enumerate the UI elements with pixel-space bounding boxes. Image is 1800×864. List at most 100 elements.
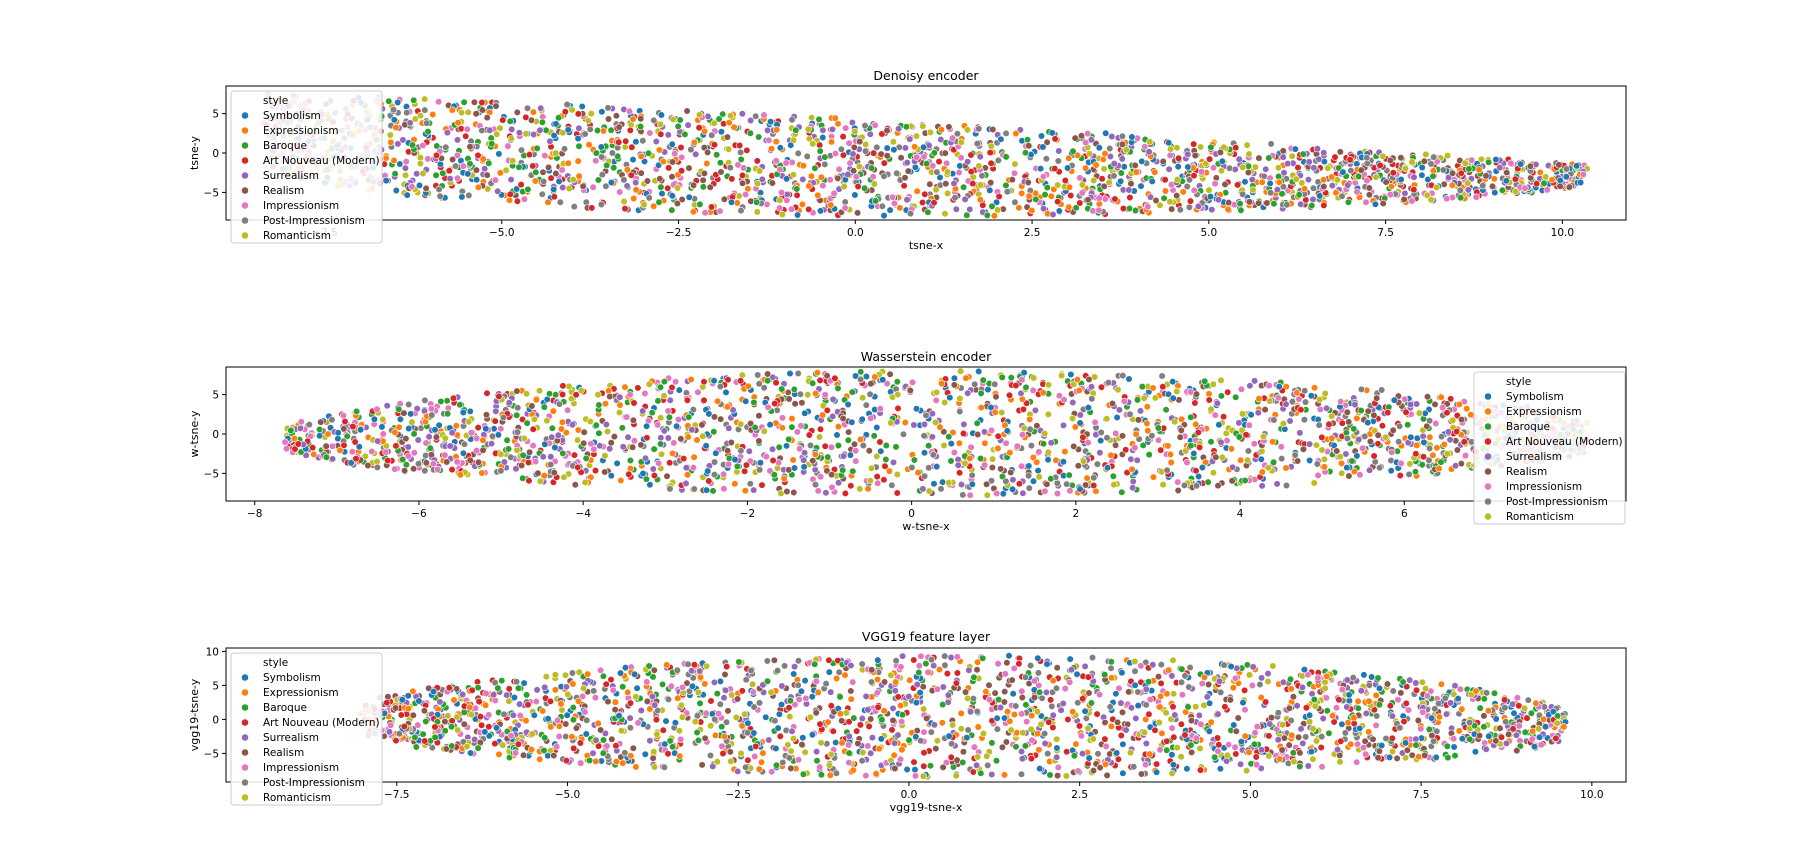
scatter-point — [906, 386, 914, 395]
scatter-point — [657, 111, 666, 119]
scatter-point — [1235, 419, 1243, 427]
scatter-point — [668, 383, 676, 392]
scatter-point — [1073, 375, 1081, 384]
scatter-point — [504, 142, 512, 150]
scatter-point — [1242, 431, 1250, 439]
scatter-point — [882, 455, 890, 464]
scatter-point — [1131, 206, 1140, 215]
scatter-point — [1102, 129, 1110, 137]
scatter-point — [766, 421, 774, 429]
scatter-point — [522, 113, 530, 121]
scatter-point — [1106, 144, 1114, 153]
scatter-point — [924, 208, 932, 216]
scatter-point — [601, 468, 609, 476]
legend-title: style — [1506, 376, 1531, 388]
scatter-point — [1406, 460, 1414, 468]
scatter-point — [1419, 432, 1427, 440]
scatter-point — [616, 401, 624, 409]
scatter-point — [694, 388, 702, 396]
scatter-point — [1115, 406, 1123, 414]
scatter-point — [571, 481, 579, 489]
legend-entry: Romanticism — [263, 230, 331, 242]
scatter-point — [665, 164, 673, 172]
panel-title: Wasserstein encoder — [861, 349, 992, 364]
scatter-point — [1077, 132, 1086, 140]
x-tick-label: 0.0 — [847, 227, 864, 239]
scatter-point — [351, 438, 359, 446]
scatter-point — [1452, 427, 1461, 436]
scatter-point — [1261, 406, 1269, 414]
scatter-point — [856, 435, 865, 444]
scatter-point — [531, 177, 540, 185]
scatter-point — [994, 432, 1002, 440]
scatter-point — [925, 487, 933, 495]
scatter-point — [322, 453, 331, 461]
scatter-point — [1028, 206, 1036, 215]
scatter-point — [1164, 390, 1173, 398]
scatter-point — [901, 174, 909, 182]
scatter-point — [983, 211, 991, 219]
scatter-point — [1012, 381, 1020, 390]
scatter-point — [1390, 396, 1398, 404]
scatter-point — [281, 438, 289, 446]
scatter-point — [408, 183, 416, 191]
scatter-point — [778, 424, 787, 432]
scatter-point — [434, 465, 442, 474]
scatter-point — [573, 436, 582, 444]
scatter-point — [876, 405, 884, 413]
scatter-point — [558, 166, 566, 174]
x-tick-label: 6 — [1401, 508, 1408, 520]
scatter-point — [1373, 394, 1381, 402]
scatter-point — [1185, 203, 1193, 211]
scatter-point — [1401, 165, 1409, 173]
scatter-point — [1576, 178, 1585, 187]
scatter-point — [548, 424, 557, 432]
scatter-point — [291, 445, 299, 453]
scatter-point — [1049, 210, 1057, 219]
scatter-point — [1020, 369, 1028, 377]
scatter-point — [811, 450, 819, 459]
scatter-point — [1084, 439, 1092, 447]
scatter-point — [1347, 167, 1355, 175]
scatter-point — [727, 198, 736, 206]
scatter-point — [1192, 482, 1201, 490]
scatter-point — [849, 150, 857, 158]
scatter-point — [760, 427, 768, 435]
scatter-point — [1318, 446, 1326, 454]
scatter-point — [539, 168, 547, 176]
scatter-point — [1158, 372, 1166, 380]
scatter-point — [994, 156, 1003, 164]
scatter-point — [544, 163, 553, 171]
scatter-point — [1129, 477, 1137, 486]
scatter-point — [1464, 179, 1472, 187]
scatter-point — [633, 684, 641, 692]
scatter-point — [1353, 452, 1361, 460]
scatter-point — [719, 470, 728, 478]
scatter-point — [857, 368, 865, 376]
scatter-point — [861, 121, 869, 130]
scatter-point — [910, 656, 918, 664]
scatter-point — [1055, 392, 1063, 400]
scatter-point — [773, 126, 781, 134]
scatter-point — [829, 412, 837, 421]
scatter-point — [497, 425, 505, 433]
scatter-point — [413, 170, 421, 178]
scatter-point — [881, 462, 889, 470]
scatter-point — [1151, 168, 1159, 176]
scatter-point — [1054, 181, 1062, 189]
scatter-point — [562, 429, 570, 437]
scatter-point — [738, 179, 747, 187]
scatter-point — [1293, 457, 1302, 465]
scatter-point — [1482, 172, 1490, 180]
scatter-point — [1297, 406, 1305, 414]
scatter-point — [603, 427, 612, 436]
scatter-point — [436, 192, 444, 200]
scatter-point — [473, 447, 481, 455]
scatter-point — [763, 657, 771, 665]
scatter-point — [1397, 459, 1405, 468]
scatter-point — [597, 200, 606, 209]
scatter-point — [529, 442, 537, 450]
scatter-point — [1095, 144, 1103, 152]
scatter-point — [1331, 153, 1339, 161]
scatter-point — [1255, 154, 1263, 162]
